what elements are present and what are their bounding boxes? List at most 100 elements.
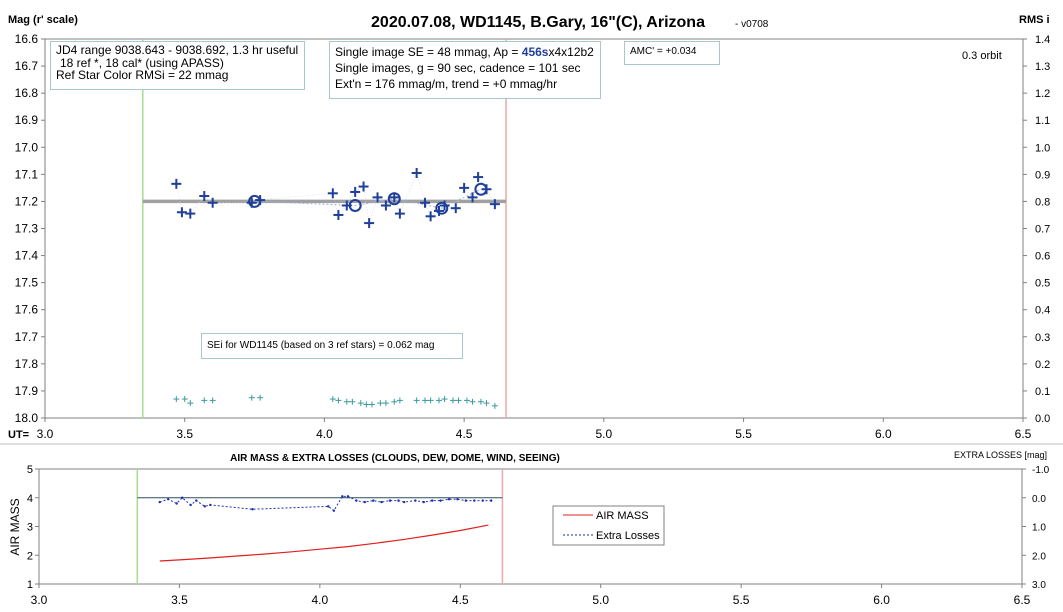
- rms-point: [413, 397, 420, 404]
- data-point-plus: [207, 197, 218, 208]
- data-point-plus: [411, 168, 422, 179]
- sei-label: SEi for WD1145 (based on 3 ref stars) = …: [207, 340, 435, 351]
- orbit-label: 0.3 orbit: [962, 50, 1002, 62]
- rms-point: [463, 397, 470, 404]
- top-x-tick-label: 3.5: [176, 427, 193, 441]
- info-jd-range: JD4 range 9038.643 - 9038.692, 1.3 hr us…: [56, 43, 299, 57]
- extra-losses-point: [439, 499, 442, 502]
- rms-point: [343, 398, 350, 405]
- top-y2-tick-label: 0.3: [1035, 332, 1050, 344]
- info-aperture-suffix: x4x12b2: [548, 45, 594, 59]
- top-x-ticks: 3.0 3.5 4.0 4.5 5.0 5.5 6.0 6.5: [37, 418, 1032, 441]
- info-cadence: Single images, g = 90 sec, cadence = 101…: [335, 61, 581, 75]
- rms-point: [248, 394, 255, 401]
- bottom-y2-tick-label: 3.0: [1032, 580, 1046, 591]
- info-box-left: JD4 range 9038.643 - 9038.692, 1.3 hr us…: [50, 41, 305, 90]
- extra-losses-point: [402, 500, 406, 504]
- extra-losses-point: [332, 509, 336, 512]
- extra-losses-point: [166, 497, 170, 501]
- top-y-tick-label: 17.2: [15, 194, 39, 208]
- top-y-tick-label: 17.8: [15, 357, 39, 371]
- extra-losses-point: [175, 502, 178, 505]
- extra-losses-point: [181, 496, 184, 499]
- top-y2-tick-label: 0.4: [1035, 305, 1050, 317]
- bottom-y-label: AIR MASS: [8, 498, 22, 555]
- data-point-plus: [333, 209, 344, 220]
- data-point-plus: [185, 208, 196, 219]
- bottom-y-tick-label: 1: [27, 579, 33, 591]
- rms-point: [396, 397, 403, 404]
- top-plot-marks: [142, 39, 507, 418]
- top-x-tick-label: 6.5: [1015, 427, 1032, 441]
- average-point-circle: [387, 192, 401, 206]
- bottom-x-tick-label: 6.0: [873, 593, 890, 607]
- rms-point: [441, 396, 448, 403]
- data-point-plus: [171, 178, 182, 189]
- extra-losses-point: [422, 500, 425, 504]
- data-point-plus: [350, 186, 361, 197]
- top-y2-tick-label: 0.0: [1035, 413, 1050, 425]
- rms-point: [491, 402, 498, 409]
- rms-point: [357, 400, 364, 407]
- chart-title: 2020.07.08, WD1145, B.Gary, 16"(C), Ariz…: [371, 14, 705, 31]
- info-single-image-se: Single image SE = 48 mmag, Ap = 456sx4x1…: [335, 44, 595, 60]
- info-extinction: Ext'n = 176 mmag/m, trend = +0 mmag/hr: [335, 77, 558, 91]
- bottom-y2-tick-label: 1.0: [1032, 523, 1046, 534]
- extra-losses-point: [363, 500, 366, 504]
- legend-extra-label: Extra Losses: [596, 530, 660, 542]
- top-y2-tick-label: 1.1: [1035, 115, 1050, 127]
- top-y2-tick-label: 0.7: [1035, 224, 1050, 236]
- rms-point: [483, 400, 490, 407]
- rms-point: [377, 400, 384, 407]
- info-ref-color: Ref Star Color RMSi = 22 mmag: [56, 68, 229, 82]
- top-y-tick-label: 16.7: [15, 59, 39, 73]
- bottom-title: AIR MASS & EXTRA LOSSES (CLOUDS, DEW, DO…: [230, 453, 560, 464]
- rms-point: [477, 398, 484, 405]
- rms-point: [391, 398, 398, 405]
- top-y-tick-label: 16.9: [15, 113, 39, 127]
- info-box-mid: Single image SE = 48 mmag, Ap = 456sx4x1…: [329, 41, 601, 99]
- extra-losses-point: [209, 503, 212, 507]
- top-y2-tick-label: 1.4: [1035, 34, 1050, 46]
- rms-point: [427, 397, 434, 404]
- top-y-tick-label: 16.6: [15, 32, 39, 46]
- rms-point: [363, 401, 370, 408]
- bottom-y2-label: EXTRA LOSSES [mag]: [954, 450, 1047, 460]
- rms-point: [382, 400, 389, 407]
- extra-losses-point: [195, 499, 198, 502]
- top-y2-tick-label: 1.0: [1035, 142, 1050, 154]
- info-ref-stars: 18 ref *, 18 cal* (using APASS): [60, 55, 224, 70]
- bottom-plot-frame: [38, 468, 1023, 585]
- top-y-tick-label: 17.1: [15, 167, 39, 181]
- top-x-tick-label: 6.0: [875, 427, 892, 441]
- data-point-plus: [420, 197, 431, 208]
- top-y2-tick-label: 0.9: [1035, 169, 1050, 181]
- top-y-tick-label: 17.4: [15, 249, 39, 263]
- average-point-circle: [474, 182, 488, 196]
- top-y-tick-label: 17.0: [15, 140, 39, 154]
- info-box-amc: AMC' = +0.034: [624, 41, 720, 65]
- top-y-tick-label: 17.9: [15, 384, 39, 398]
- extra-losses-point: [346, 495, 350, 498]
- bottom-y-tick-label: 3: [27, 522, 33, 534]
- top-y-tick-label: 17.7: [15, 330, 39, 344]
- extra-losses-point: [473, 499, 476, 502]
- bottom-y2-tick-label: 2.0: [1032, 551, 1046, 562]
- average-point-circle: [435, 201, 449, 215]
- top-y-tick-label: 17.6: [15, 303, 39, 317]
- top-y2-tick-label: 1.2: [1035, 88, 1050, 100]
- rms-point: [422, 397, 429, 404]
- extra-losses-point: [489, 499, 493, 502]
- top-y2-tick-label: 0.2: [1035, 359, 1050, 371]
- extra-losses-point: [251, 508, 254, 511]
- rms-point: [181, 396, 188, 403]
- top-x-tick-label: 4.0: [316, 427, 333, 441]
- extra-losses-point: [203, 505, 206, 508]
- bottom-y-tick-label: 4: [27, 493, 33, 505]
- rms-point: [209, 397, 216, 404]
- extra-losses-point: [431, 499, 434, 502]
- bottom-x-tick-label: 3.5: [171, 593, 188, 607]
- extra-losses-point: [447, 497, 451, 501]
- x-axis-label-ut: UT=: [8, 429, 29, 441]
